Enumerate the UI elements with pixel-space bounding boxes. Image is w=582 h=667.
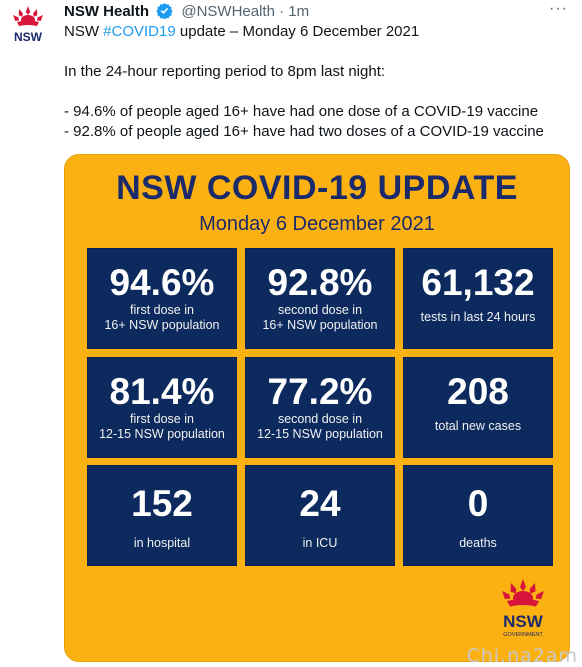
tweet-time[interactable]: 1m xyxy=(288,3,310,20)
stat-value: 152 xyxy=(131,483,193,524)
author-name[interactable]: NSW Health xyxy=(64,3,150,20)
tweet-line-1-prefix: NSW xyxy=(64,23,104,40)
stat-label: 16+ NSW population xyxy=(104,318,220,332)
more-options-icon[interactable]: ··· xyxy=(549,0,568,17)
tweet-line-4: - 92.8% of people aged 16+ have had two … xyxy=(64,123,544,140)
stat-label: 12-15 NSW population xyxy=(99,427,225,441)
stat-label: second dose in xyxy=(277,412,363,426)
stat-value: 0 xyxy=(467,483,489,524)
watermark: Chi.na2am xyxy=(466,645,578,667)
tweet-header: NSW Health @NSWHealth · 1m xyxy=(64,2,572,22)
tweet-text: NSW #COVID19 update – Monday 6 December … xyxy=(64,22,574,142)
stat-label: second dose in xyxy=(277,303,363,317)
stat-value: 94.6% xyxy=(109,262,215,303)
tweet-line-1-suffix: update – Monday 6 December 2021 xyxy=(175,23,420,40)
stat-tile: 81.4% first dose in 12-15 NSW population xyxy=(87,357,237,458)
stat-value: 24 xyxy=(299,483,341,524)
stat-tile: 94.6% first dose in 16+ NSW population xyxy=(87,248,237,349)
tweet-line-1: NSW #COVID19 update – Monday 6 December … xyxy=(64,22,574,42)
logo-text: NSW xyxy=(503,612,544,631)
stat-tile: 24 in ICU xyxy=(245,465,395,566)
author-handle[interactable]: @NSWHealth xyxy=(181,3,275,20)
waratah-icon: NSW xyxy=(13,6,43,44)
card-title: NSW COVID-19 UPDATE xyxy=(116,169,518,207)
stat-tile: 208 total new cases xyxy=(403,357,553,458)
stat-tile: 77.2% second dose in 12-15 NSW populatio… xyxy=(245,357,395,458)
stat-label: in hospital xyxy=(133,536,191,550)
stat-value: 77.2% xyxy=(267,371,373,412)
stat-label: in ICU xyxy=(302,536,338,550)
verified-badge-icon xyxy=(156,3,173,19)
stat-label: first dose in xyxy=(130,303,194,317)
tweet-line-2: In the 24-hour reporting period to 8pm l… xyxy=(64,63,386,80)
covid-update-image[interactable]: NSW COVID-19 UPDATE Monday 6 December 20… xyxy=(64,154,570,662)
stat-value: 61,132 xyxy=(421,262,535,303)
stat-label: tests in last 24 hours xyxy=(420,310,536,324)
stat-label: 12-15 NSW population xyxy=(257,427,383,441)
stat-tile: 0 deaths xyxy=(403,465,553,566)
stat-value: 81.4% xyxy=(109,371,215,412)
stat-tile: 152 in hospital xyxy=(87,465,237,566)
stat-tile: 61,132 tests in last 24 hours xyxy=(403,248,553,349)
stat-tile: 92.8% second dose in 16+ NSW population xyxy=(245,248,395,349)
stat-label: total new cases xyxy=(434,419,522,433)
avatar-text: NSW xyxy=(14,30,43,44)
hashtag-link[interactable]: #COVID19 xyxy=(103,23,176,40)
card-date: Monday 6 December 2021 xyxy=(199,213,435,235)
stat-label: 16+ NSW population xyxy=(262,318,378,332)
stat-label: first dose in xyxy=(130,412,194,426)
stat-value: 92.8% xyxy=(267,262,373,303)
separator-dot: · xyxy=(279,3,285,20)
nsw-government-logo-icon: NSW GOVERNMENT xyxy=(502,579,544,638)
stat-label: deaths xyxy=(459,536,497,550)
logo-subtext: GOVERNMENT xyxy=(503,632,543,638)
stat-value: 208 xyxy=(447,371,509,412)
tweet-line-3: - 94.6% of people aged 16+ have had one … xyxy=(64,103,539,120)
avatar[interactable]: NSW xyxy=(8,4,48,44)
